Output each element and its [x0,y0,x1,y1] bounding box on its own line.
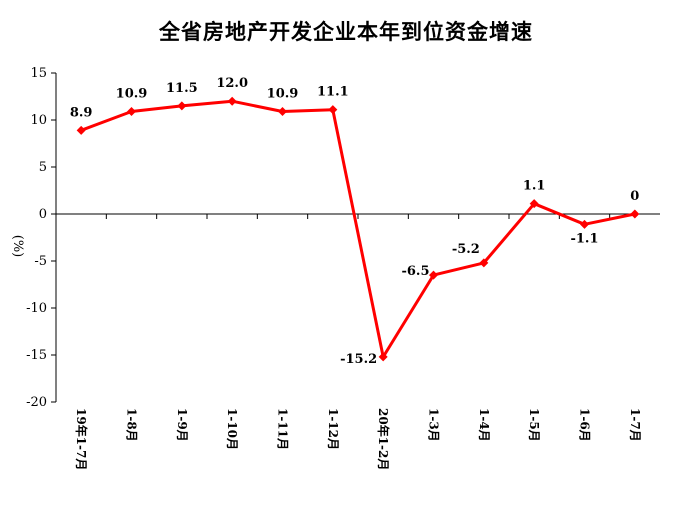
x-category-label: 1-8月 [125,408,139,442]
y-tick-label: 5 [39,160,47,175]
data-marker [328,105,338,115]
x-category-label: 1-10月 [225,408,239,450]
data-marker [580,219,589,229]
x-category-label: 1-5月 [527,408,541,442]
data-marker [177,101,187,111]
data-label: 11.5 [166,81,198,96]
series-line-group [80,99,636,359]
x-category-label: 1-12月 [326,408,340,450]
data-label: 8.9 [70,105,93,120]
series-line [80,99,636,359]
x-category-label: 1-9月 [175,408,189,442]
y-axis-ticks: 15 10 5 0 -5 -10 -15 -20 [26,66,56,410]
data-marker [529,199,539,209]
data-marker [630,209,640,219]
data-marker [278,107,287,117]
data-marker [227,96,237,106]
x-category-label: 1-7月 [628,408,642,442]
x-category-label: 1-3月 [427,408,441,442]
y-tick-label: -15 [26,348,47,363]
data-marker [378,352,388,362]
data-label: 10.9 [267,87,299,102]
data-labels: 8.9 10.9 11.5 12.0 10.9 11.1 -15.2 -6.5 -5.2 1.1 -… [70,76,640,367]
data-marker [429,270,438,280]
data-label: 1.1 [523,179,546,194]
data-marker [76,125,86,135]
y-axis-label: (%) [10,235,25,258]
data-label: 0 [630,189,639,204]
data-label: -6.5 [401,264,429,279]
data-label: -15.2 [340,352,377,367]
data-marker [479,258,489,268]
chart-title: 全省房地产开发企业本年到位资金增速 [159,19,533,44]
data-marker [127,107,136,117]
y-tick-label: -20 [26,395,47,410]
y-tick-label: 0 [39,207,47,222]
x-category-label: 20年1-2月 [376,408,391,470]
y-tick-label: -10 [26,301,47,316]
data-label: -1.1 [570,231,598,246]
x-category-label: 19年1-7月 [74,408,89,470]
data-label: -5.2 [452,242,480,257]
x-axis-categories: 19年1-7月 1-8月 1-9月 1-10月 1-11月 1-12月 20年1-2月 1-3… [74,408,642,470]
x-category-label: 1-4月 [477,408,491,442]
x-category-label: 1-6月 [578,408,592,442]
y-tick-label: -5 [34,254,47,269]
y-tick-label: 15 [30,66,47,81]
data-label: 12.0 [216,76,248,91]
data-label: 10.9 [116,87,148,102]
data-markers [76,96,640,362]
data-label: 11.1 [317,85,349,100]
x-category-label: 1-11月 [276,408,290,450]
y-tick-label: 10 [30,113,47,128]
